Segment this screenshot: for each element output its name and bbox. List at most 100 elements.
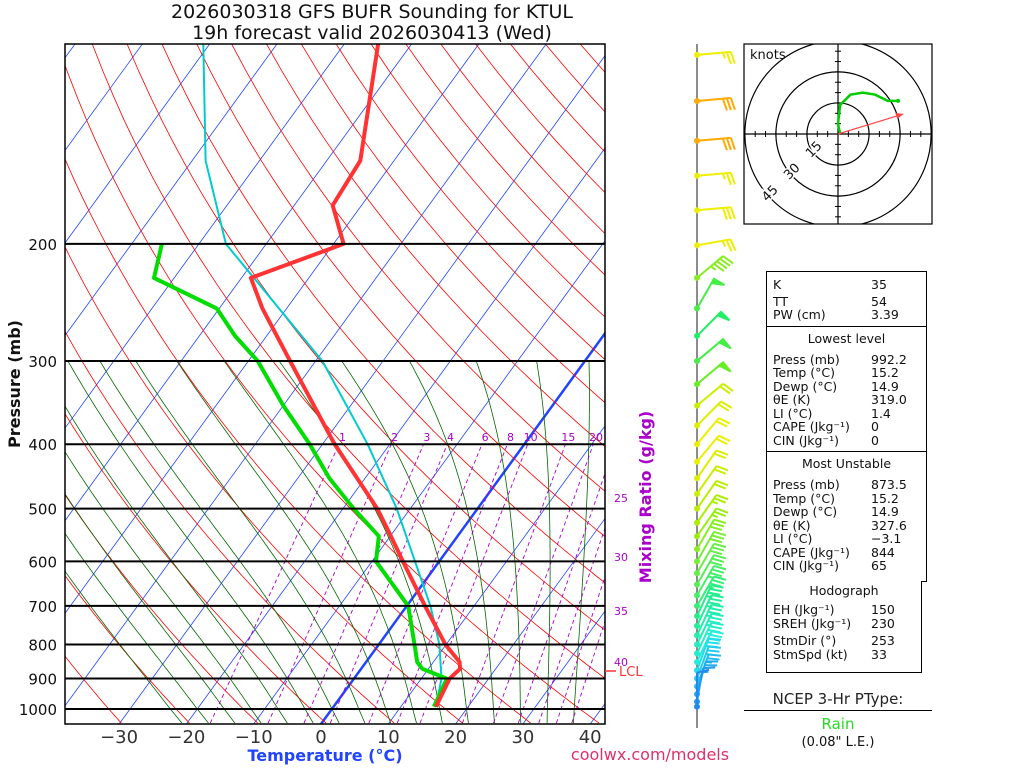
stat-row: Press (mb) 873.5 xyxy=(767,478,926,492)
barb-station-dot xyxy=(694,581,700,588)
hodograph-trace xyxy=(836,91,898,135)
barb-station-dot xyxy=(694,570,700,577)
plot-frame xyxy=(64,43,606,725)
stat-value: 319.0 xyxy=(871,392,907,407)
stat-value: 15.2 xyxy=(871,490,899,506)
barb-station-dot xyxy=(694,622,700,629)
barb-shaft xyxy=(696,417,720,445)
y-axis-label: Pressure (mb) xyxy=(5,320,24,448)
mixing-ratio-label: 1 xyxy=(339,431,346,444)
moist-adiabat-line xyxy=(475,360,522,724)
mixing-ratio-label: 6 xyxy=(482,431,489,444)
dry-adiabat-line xyxy=(65,64,600,724)
moist-adiabat-line xyxy=(176,360,392,724)
mixing-ratio-label: 35 xyxy=(614,605,628,618)
stat-row: StmDir (°) 253 xyxy=(767,634,921,648)
mixing-ratio-axis-label: Mixing Ratio (g/kg) xyxy=(636,411,655,583)
barb-shaft xyxy=(696,519,715,550)
credit-link[interactable]: coolwx.com/models xyxy=(571,745,729,764)
barb-full xyxy=(709,537,723,544)
barb-shaft xyxy=(696,575,715,607)
barb-station-dot xyxy=(694,207,700,214)
moist-adiabat-line xyxy=(65,532,209,724)
barb-station-dot xyxy=(694,172,700,179)
wind-barb xyxy=(694,97,736,111)
wind-barb xyxy=(694,479,729,512)
x-axis-label: Temperature (°C) xyxy=(247,746,402,765)
stat-label: SREH (Jkg⁻¹) xyxy=(773,615,852,631)
sounding-traces xyxy=(152,44,463,708)
barb-full xyxy=(708,637,722,641)
axes: 200 300 400 500 600 700 800 900 1000 −30 −20 −10 0 10… xyxy=(19,236,628,748)
dry-adiabat-line xyxy=(65,246,463,724)
k-index-row: K 35 xyxy=(767,278,926,292)
wind-barb xyxy=(694,493,729,526)
barb-full xyxy=(720,400,733,409)
wind-barb xyxy=(694,417,731,448)
barb-half xyxy=(721,52,726,59)
barb-full xyxy=(711,522,725,528)
barb-full xyxy=(719,385,731,395)
moist-adiabat-line xyxy=(135,360,366,724)
tt-index-label: TT xyxy=(773,293,789,309)
barb-station-dot xyxy=(694,546,700,553)
isotherm-line xyxy=(65,44,547,707)
most-unstable-header: Most Unstable xyxy=(801,456,892,471)
stat-label: Dewp (°C) xyxy=(773,378,838,394)
barb-full xyxy=(716,260,728,270)
wind-barb xyxy=(694,206,736,220)
isotherm-line xyxy=(65,44,210,244)
barb-shaft xyxy=(696,400,722,427)
tt-index-value: 54 xyxy=(871,293,887,309)
barb-pennant xyxy=(717,337,732,350)
pressure-tick-label: 200 xyxy=(28,236,57,254)
pressure-tick-label: 900 xyxy=(28,671,57,689)
wind-barb xyxy=(694,400,733,429)
barb-full xyxy=(721,138,728,151)
isotherm-line xyxy=(65,44,412,522)
barb-station-dot xyxy=(694,137,700,144)
barb-full xyxy=(721,98,728,111)
barb-shaft xyxy=(696,382,724,407)
mixing-ratio-label: 20 xyxy=(589,431,603,444)
stat-value: −3.1 xyxy=(871,531,902,546)
stat-value: 14.9 xyxy=(871,504,899,519)
stat-value: 15.2 xyxy=(871,365,899,380)
stat-row: Dewp (°C) 14.9 xyxy=(767,505,926,519)
stat-label: Press (mb) xyxy=(773,351,840,367)
barb-full xyxy=(713,510,727,518)
stat-row: CAPE (Jkg⁻¹) 0 xyxy=(767,420,926,434)
hodograph-stats-header: Hodograph xyxy=(809,583,879,598)
barb-full xyxy=(729,137,736,150)
chart-title-line2: 19h forecast valid 2026030413 (Wed) xyxy=(192,22,552,44)
mixing-ratio-label: 2 xyxy=(391,431,398,444)
barb-shaft xyxy=(696,604,713,636)
stat-label: Temp (°C) xyxy=(773,490,836,506)
barb-station-dot xyxy=(694,332,700,339)
stat-row: EH (Jkg⁻¹) 150 xyxy=(767,603,921,617)
dry-adiabat-line xyxy=(65,158,531,724)
stat-row: CAPE (Jkg⁻¹) 844 xyxy=(767,545,926,560)
barb-shaft xyxy=(696,435,720,463)
pw-value: 3.39 xyxy=(871,307,899,322)
barb-station-dot xyxy=(694,458,700,465)
isotherm-line xyxy=(65,44,278,337)
mixing-ratio-line xyxy=(493,444,594,724)
barb-full xyxy=(725,51,732,65)
barb-station-dot xyxy=(694,381,700,388)
pressure-tick-label: 500 xyxy=(28,501,57,519)
barb-full xyxy=(709,597,723,603)
pressure-tick-label: 600 xyxy=(28,553,57,571)
barb-full xyxy=(716,465,729,472)
barb-full xyxy=(713,575,727,581)
barb-station-dot xyxy=(694,641,700,648)
wind-barb xyxy=(694,465,729,497)
barb-station-dot xyxy=(694,305,700,312)
mixing-ratio-line xyxy=(419,444,529,724)
barb-full xyxy=(725,207,732,220)
mixing-ratio-line xyxy=(329,444,448,724)
wind-barb xyxy=(694,136,736,151)
barb-shaft xyxy=(696,171,731,177)
